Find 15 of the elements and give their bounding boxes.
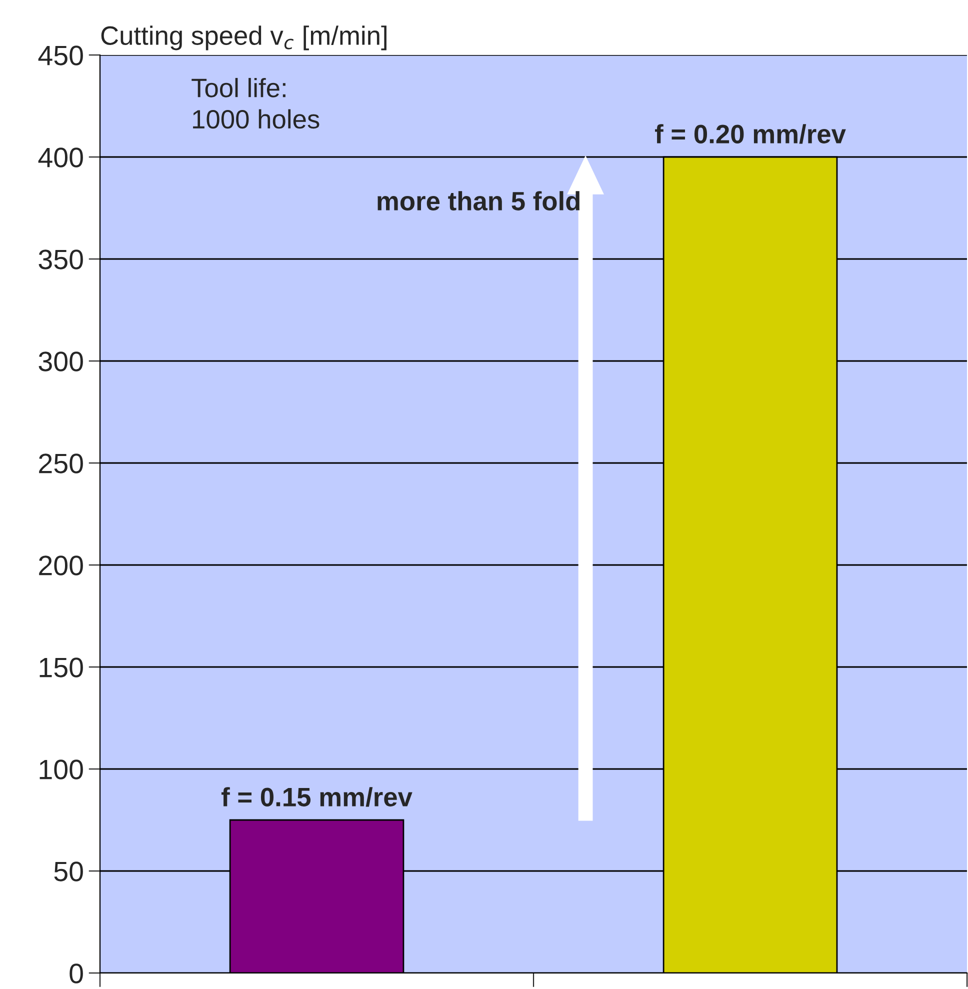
y-tick-label: 150 <box>40 658 83 678</box>
annotation: Tool life: 1000 holes <box>192 78 320 129</box>
y-tick-label: 400 <box>38 148 83 168</box>
y-tick-label: 450 <box>38 46 83 66</box>
y-tick-label: 250 <box>39 454 83 474</box>
annotation: f = 0.15 mm/rev <box>221 787 412 807</box>
y-tick-label: 300 <box>38 352 83 372</box>
y-tick-label: 350 <box>38 250 83 270</box>
y-axis-title: Cutting speed v$_{c}$ [m/min] <box>101 26 386 50</box>
y-tick-label: 0 <box>70 964 83 984</box>
annotation: f = 0.20 mm/rev <box>655 124 846 144</box>
annotation: more than 5 fold <box>378 191 580 210</box>
y-tick-label: 200 <box>39 556 83 576</box>
y-tick-label: 50 <box>54 862 83 882</box>
y-tick-label: 100 <box>40 760 83 780</box>
